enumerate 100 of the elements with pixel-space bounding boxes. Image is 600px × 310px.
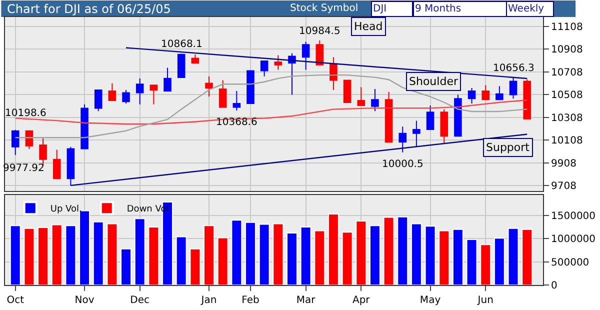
annotation: Head [354, 20, 383, 33]
y-tick-label: 9908 [551, 158, 576, 170]
y-tick-label: 1500000 [551, 210, 596, 222]
candlestick [136, 78, 144, 105]
candlestick [509, 77, 518, 100]
candlestick [11, 129, 20, 156]
candlestick [205, 76, 213, 98]
text: Weekly [508, 4, 544, 14]
candlestick [191, 54, 200, 64]
bar [176, 236, 187, 285]
candlestick [412, 120, 420, 148]
bar [10, 225, 21, 285]
y-tick-label: 10508 [551, 90, 583, 102]
candlestick [454, 94, 462, 137]
x-tick-label: Jan [200, 295, 217, 306]
bar [190, 248, 201, 285]
annotation: Shoulder [409, 75, 458, 88]
candlestick [274, 54, 282, 70]
x-tick-label: Oct [6, 295, 24, 306]
chart-title: Chart for DJI as of 06/25/05 [7, 2, 171, 16]
bar [508, 228, 519, 285]
bar [65, 225, 76, 285]
bar [356, 220, 367, 285]
bar [480, 244, 492, 285]
x-tick-label: May [420, 295, 441, 306]
candlestick [523, 78, 531, 120]
candlestick [164, 67, 172, 92]
y-tick-label: 10108 [551, 136, 583, 147]
candlestick [122, 89, 130, 104]
bar [272, 223, 284, 285]
bar [92, 221, 104, 285]
candlestick [108, 82, 116, 102]
candlestick [330, 56, 338, 90]
x-tick-label: Feb [242, 295, 260, 306]
bar [286, 232, 298, 285]
candlestick [357, 86, 366, 106]
y-tick-label: 500000 [551, 257, 590, 268]
candlestick [426, 104, 434, 130]
text: 10000.5 [382, 159, 424, 170]
candlestick [468, 88, 476, 104]
candlestick [218, 80, 227, 108]
candlestick [232, 90, 241, 111]
bar [106, 223, 118, 285]
x-tick-label: Jun [476, 295, 494, 306]
bar [466, 239, 478, 285]
candlestick [302, 41, 310, 70]
candlestick [316, 40, 324, 66]
bar [342, 232, 353, 285]
bar [438, 230, 450, 285]
candlestick [150, 84, 158, 105]
text: 10868.1 [161, 39, 202, 50]
bar [410, 223, 422, 285]
candlestick [80, 104, 88, 150]
y-tick-label: 10708 [551, 67, 583, 78]
y-tick-label: 11108 [551, 22, 583, 33]
bar [369, 225, 380, 285]
candlestick [496, 86, 504, 100]
bar [258, 224, 270, 285]
bar [424, 226, 436, 285]
bar [300, 226, 312, 285]
candlestick [384, 91, 393, 142]
x-tick-label: Apr [352, 295, 371, 306]
text: Stock Symbol [290, 3, 358, 14]
x-tick-label: Nov [74, 295, 94, 306]
bar [204, 225, 214, 285]
bar [494, 238, 505, 285]
text: 10984.5 [299, 26, 340, 37]
bar [328, 214, 339, 285]
bar [51, 224, 62, 285]
bar [231, 220, 242, 285]
text: 10656.3 [493, 63, 534, 74]
y-tick-label: 0 [551, 280, 558, 292]
bar [245, 222, 256, 285]
y-tick-label: 9708 [551, 181, 576, 192]
text: 9 Months [415, 4, 462, 14]
y-tick-label: 10308 [551, 112, 583, 124]
candlestick [177, 53, 186, 78]
candlestick [288, 52, 296, 96]
bar [397, 216, 408, 285]
annotation: Support [486, 141, 530, 154]
candlestick [398, 126, 407, 153]
bar [24, 228, 35, 285]
bar [383, 216, 394, 285]
text: 10368.6 [216, 117, 258, 128]
bar [217, 237, 228, 285]
bar [79, 210, 90, 285]
legend-label: Up Vol. [50, 204, 82, 215]
y-tick-label: 1000000 [551, 234, 596, 246]
text: DJI [373, 4, 387, 14]
bar [38, 226, 49, 285]
candlestick [94, 89, 102, 112]
candlestick [343, 80, 352, 103]
candlestick [66, 146, 75, 186]
annotation: 10198.6 [5, 108, 46, 119]
x-tick-label: Mar [296, 295, 316, 306]
candlestick [482, 84, 490, 100]
candlestick [246, 70, 254, 104]
x-tick-label: Dec [130, 295, 150, 306]
candlestick [260, 60, 268, 77]
y-tick-label: 10908 [551, 44, 583, 56]
